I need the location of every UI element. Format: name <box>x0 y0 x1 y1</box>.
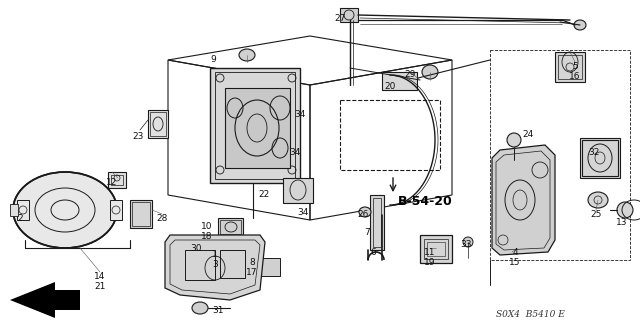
Text: 18: 18 <box>201 232 212 241</box>
Bar <box>555 52 585 82</box>
Text: 22: 22 <box>259 190 269 199</box>
Text: 15: 15 <box>509 258 521 267</box>
Bar <box>558 55 582 79</box>
Text: 6: 6 <box>370 248 376 257</box>
Ellipse shape <box>507 133 521 147</box>
Text: 4: 4 <box>512 248 518 257</box>
Text: 33: 33 <box>460 240 472 249</box>
Bar <box>340 8 358 22</box>
Bar <box>220 220 241 234</box>
Text: B-54-20: B-54-20 <box>398 195 452 208</box>
Text: 25: 25 <box>590 210 602 219</box>
Text: 2: 2 <box>17 214 23 223</box>
Text: 34: 34 <box>294 110 306 119</box>
Bar <box>215 72 295 179</box>
Text: 21: 21 <box>94 282 106 291</box>
Text: 30: 30 <box>190 244 202 253</box>
Bar <box>150 112 166 136</box>
Text: 34: 34 <box>289 148 301 157</box>
Ellipse shape <box>463 237 473 247</box>
Bar <box>582 140 618 176</box>
Bar <box>111 175 123 185</box>
Polygon shape <box>10 282 80 318</box>
Text: 27: 27 <box>334 14 346 23</box>
Text: 28: 28 <box>156 214 168 223</box>
Polygon shape <box>492 145 555 255</box>
Ellipse shape <box>574 20 586 30</box>
Bar <box>382 72 417 90</box>
Text: 10: 10 <box>201 222 212 231</box>
Bar <box>283 178 313 203</box>
Bar <box>340 100 440 170</box>
Ellipse shape <box>422 65 438 79</box>
Text: 17: 17 <box>246 268 258 277</box>
Bar <box>17 200 29 220</box>
Bar <box>245 258 280 276</box>
Text: 9: 9 <box>210 55 216 64</box>
Bar <box>218 218 243 236</box>
Text: FR.: FR. <box>57 297 71 306</box>
Bar <box>225 88 290 168</box>
Text: 31: 31 <box>212 306 224 315</box>
Ellipse shape <box>13 172 117 248</box>
Bar <box>130 200 152 228</box>
Bar <box>210 68 300 183</box>
Bar <box>110 200 122 220</box>
Text: 13: 13 <box>616 218 628 227</box>
Bar <box>185 250 215 280</box>
Ellipse shape <box>359 207 371 217</box>
Ellipse shape <box>239 49 255 61</box>
Text: 24: 24 <box>522 130 534 139</box>
Ellipse shape <box>617 202 633 218</box>
Bar <box>220 250 245 278</box>
Text: 32: 32 <box>588 148 600 157</box>
Text: 16: 16 <box>569 72 580 81</box>
Bar <box>132 202 150 226</box>
Text: 3: 3 <box>212 260 218 269</box>
Text: 29: 29 <box>404 70 416 79</box>
Text: 11: 11 <box>424 248 436 257</box>
Text: 12: 12 <box>106 178 118 187</box>
Bar <box>148 110 168 138</box>
Bar <box>108 172 126 188</box>
Text: 14: 14 <box>94 272 106 281</box>
Text: 5: 5 <box>572 62 578 71</box>
Polygon shape <box>580 138 620 178</box>
Bar <box>424 239 448 259</box>
Text: S0X4  B5410 E: S0X4 B5410 E <box>495 310 564 319</box>
Text: 19: 19 <box>424 258 436 267</box>
Bar <box>10 204 18 216</box>
Ellipse shape <box>588 192 608 208</box>
Bar <box>370 195 384 250</box>
Bar <box>373 198 381 247</box>
Text: 23: 23 <box>132 132 144 141</box>
Polygon shape <box>165 235 265 300</box>
Text: 8: 8 <box>249 258 255 267</box>
Ellipse shape <box>509 159 519 171</box>
Bar <box>427 242 445 256</box>
Text: 20: 20 <box>384 82 396 91</box>
Bar <box>214 238 232 250</box>
Text: 26: 26 <box>357 210 369 219</box>
Bar <box>420 235 452 263</box>
Text: 1: 1 <box>212 250 218 259</box>
Text: 34: 34 <box>298 208 308 217</box>
Text: 7: 7 <box>364 228 370 237</box>
Ellipse shape <box>192 302 208 314</box>
